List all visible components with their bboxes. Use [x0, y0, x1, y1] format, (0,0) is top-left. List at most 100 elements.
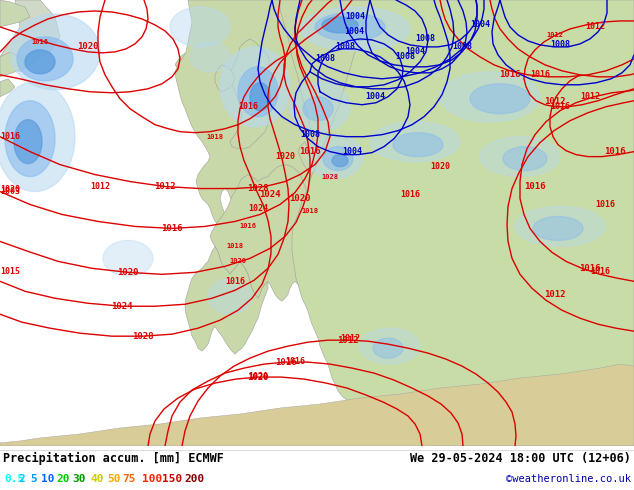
Text: 1008: 1008 [395, 52, 415, 61]
Text: 1028: 1028 [247, 184, 269, 193]
Text: 1020: 1020 [230, 258, 247, 265]
Polygon shape [323, 147, 353, 171]
Polygon shape [533, 217, 583, 241]
Text: 1012: 1012 [585, 23, 605, 31]
Polygon shape [208, 278, 252, 314]
Text: Precipitation accum. [mm] ECMWF: Precipitation accum. [mm] ECMWF [3, 452, 224, 466]
Text: 1018: 1018 [207, 134, 224, 140]
Polygon shape [292, 0, 634, 446]
Text: 1016: 1016 [550, 102, 570, 111]
Polygon shape [303, 97, 333, 121]
Text: 1016: 1016 [240, 223, 257, 229]
Text: 1020: 1020 [289, 194, 311, 203]
Text: 100: 100 [142, 474, 162, 484]
Polygon shape [373, 338, 403, 358]
Text: 1016: 1016 [400, 190, 420, 199]
Text: 1016: 1016 [579, 264, 601, 273]
Polygon shape [0, 364, 634, 446]
Polygon shape [332, 155, 348, 167]
Text: 1003: 1003 [0, 187, 20, 196]
Polygon shape [515, 206, 605, 246]
Text: 1012: 1012 [154, 182, 176, 191]
Text: 1008: 1008 [300, 130, 320, 139]
Text: 1020: 1020 [248, 371, 268, 381]
Polygon shape [10, 14, 100, 90]
Text: 1016: 1016 [285, 357, 305, 366]
Text: 30: 30 [72, 474, 86, 484]
Polygon shape [0, 82, 75, 192]
Text: 10: 10 [41, 474, 55, 484]
Text: 1004: 1004 [470, 21, 490, 29]
Polygon shape [175, 0, 408, 226]
Text: 20: 20 [56, 474, 70, 484]
Text: 1020: 1020 [0, 185, 20, 194]
Text: 1008: 1008 [335, 42, 355, 51]
Polygon shape [210, 165, 350, 301]
Text: 1024: 1024 [111, 302, 133, 311]
Text: 1028: 1028 [133, 332, 154, 341]
Text: 1016: 1016 [604, 147, 626, 156]
Text: 1020: 1020 [430, 162, 450, 171]
Text: 1020: 1020 [247, 372, 269, 382]
Text: 1016: 1016 [161, 224, 183, 233]
Polygon shape [315, 13, 385, 41]
Polygon shape [190, 42, 230, 72]
Text: 1024: 1024 [259, 190, 281, 199]
Text: 1004: 1004 [405, 48, 425, 56]
Text: 1028: 1028 [321, 173, 339, 179]
Text: 200: 200 [184, 474, 204, 484]
Polygon shape [0, 79, 15, 97]
Polygon shape [250, 83, 270, 111]
Polygon shape [103, 241, 153, 276]
Polygon shape [307, 135, 363, 178]
Polygon shape [215, 65, 235, 92]
Text: 1024: 1024 [248, 204, 268, 213]
Text: 1016: 1016 [530, 71, 550, 79]
Text: 1012: 1012 [547, 32, 564, 38]
Polygon shape [322, 17, 358, 33]
Text: 150: 150 [162, 474, 182, 484]
Text: 1018: 1018 [302, 208, 318, 215]
Text: 1004: 1004 [365, 92, 385, 101]
Polygon shape [290, 82, 350, 132]
Text: 1012: 1012 [337, 336, 359, 344]
Text: 40: 40 [90, 474, 103, 484]
Polygon shape [298, 142, 320, 178]
Text: 2: 2 [18, 474, 25, 484]
Polygon shape [312, 248, 350, 338]
Polygon shape [370, 122, 460, 162]
Polygon shape [393, 133, 443, 157]
Text: 1016: 1016 [275, 358, 297, 367]
Text: 1008: 1008 [452, 42, 472, 51]
Text: 1020: 1020 [77, 42, 99, 51]
Text: 1004: 1004 [344, 27, 364, 36]
Text: 1020: 1020 [275, 152, 295, 161]
Polygon shape [258, 84, 268, 93]
Polygon shape [470, 84, 530, 114]
Text: 1016: 1016 [32, 39, 48, 45]
Text: 1012: 1012 [544, 290, 566, 299]
Polygon shape [175, 47, 215, 77]
Text: 1012: 1012 [90, 182, 110, 191]
Text: 1016: 1016 [0, 132, 20, 141]
Text: 1016: 1016 [590, 267, 610, 276]
Text: 1004: 1004 [345, 12, 365, 22]
Polygon shape [5, 101, 55, 176]
Polygon shape [480, 137, 560, 176]
Text: 0.5: 0.5 [4, 474, 24, 484]
Text: 75: 75 [122, 474, 136, 484]
Polygon shape [230, 39, 270, 148]
Text: 1016: 1016 [238, 102, 258, 111]
Polygon shape [280, 0, 408, 239]
Text: 1012: 1012 [340, 334, 360, 343]
Text: 1016: 1016 [225, 277, 245, 286]
Polygon shape [0, 0, 60, 72]
Polygon shape [0, 52, 25, 77]
Text: 1015: 1015 [0, 267, 20, 276]
Text: 1008: 1008 [550, 40, 570, 49]
Text: 1016: 1016 [299, 147, 321, 156]
Polygon shape [170, 7, 230, 47]
Text: We 29-05-2024 18:00 UTC (12+06): We 29-05-2024 18:00 UTC (12+06) [410, 452, 631, 466]
Text: ©weatheronline.co.uk: ©weatheronline.co.uk [506, 474, 631, 484]
Text: 1012: 1012 [544, 97, 566, 106]
